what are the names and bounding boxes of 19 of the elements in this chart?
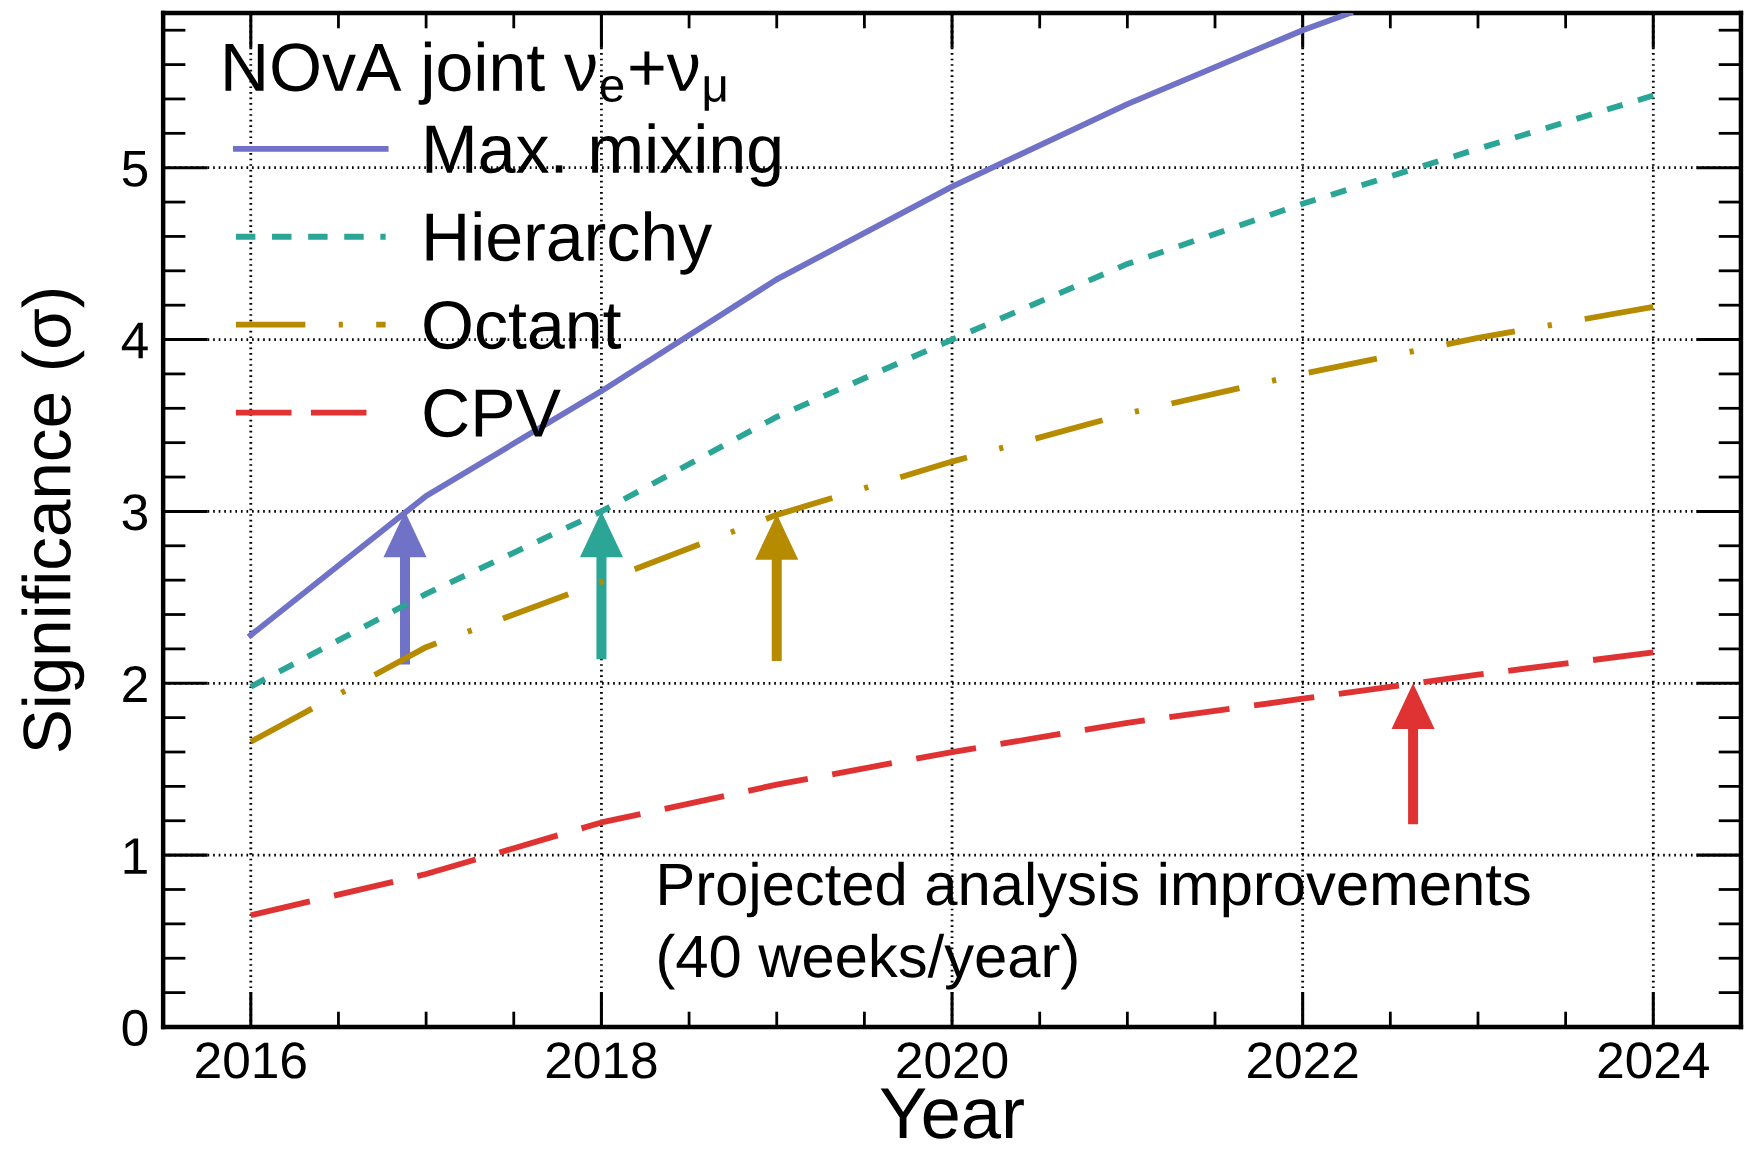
annotation: Projected analysis improvements (40 weeks/year) (659, 861, 1530, 990)
legend-label: Octant (424, 301, 621, 350)
legend-label: Hierarchy (426, 211, 713, 275)
legend-label: Max. mixing (426, 123, 780, 187)
y-tick-label: 2 (123, 666, 147, 702)
y-tick-label: 5 (122, 150, 148, 187)
legend-label: CPV (424, 388, 561, 438)
y-axis-title: Significance (σ) (21, 289, 85, 752)
x-tick-label: 2024 (1598, 1042, 1709, 1079)
y-tick-label: 3 (122, 494, 147, 531)
x-tick-label: 2020 (897, 1042, 1008, 1079)
x-tick-label: 2022 (1248, 1042, 1358, 1079)
y-tick-label: 4 (121, 322, 148, 359)
x-tick-label: 2018 (546, 1042, 657, 1079)
x-axis-title: Year (880, 1088, 1024, 1139)
y-tick-label: 1 (124, 838, 147, 874)
legend-title: NOvA joint ν$_{e}$+ν$_{μ}$ (225, 41, 726, 111)
x-tick-label: 2016 (196, 1042, 306, 1079)
y-tick-label: 0 (122, 1009, 148, 1047)
